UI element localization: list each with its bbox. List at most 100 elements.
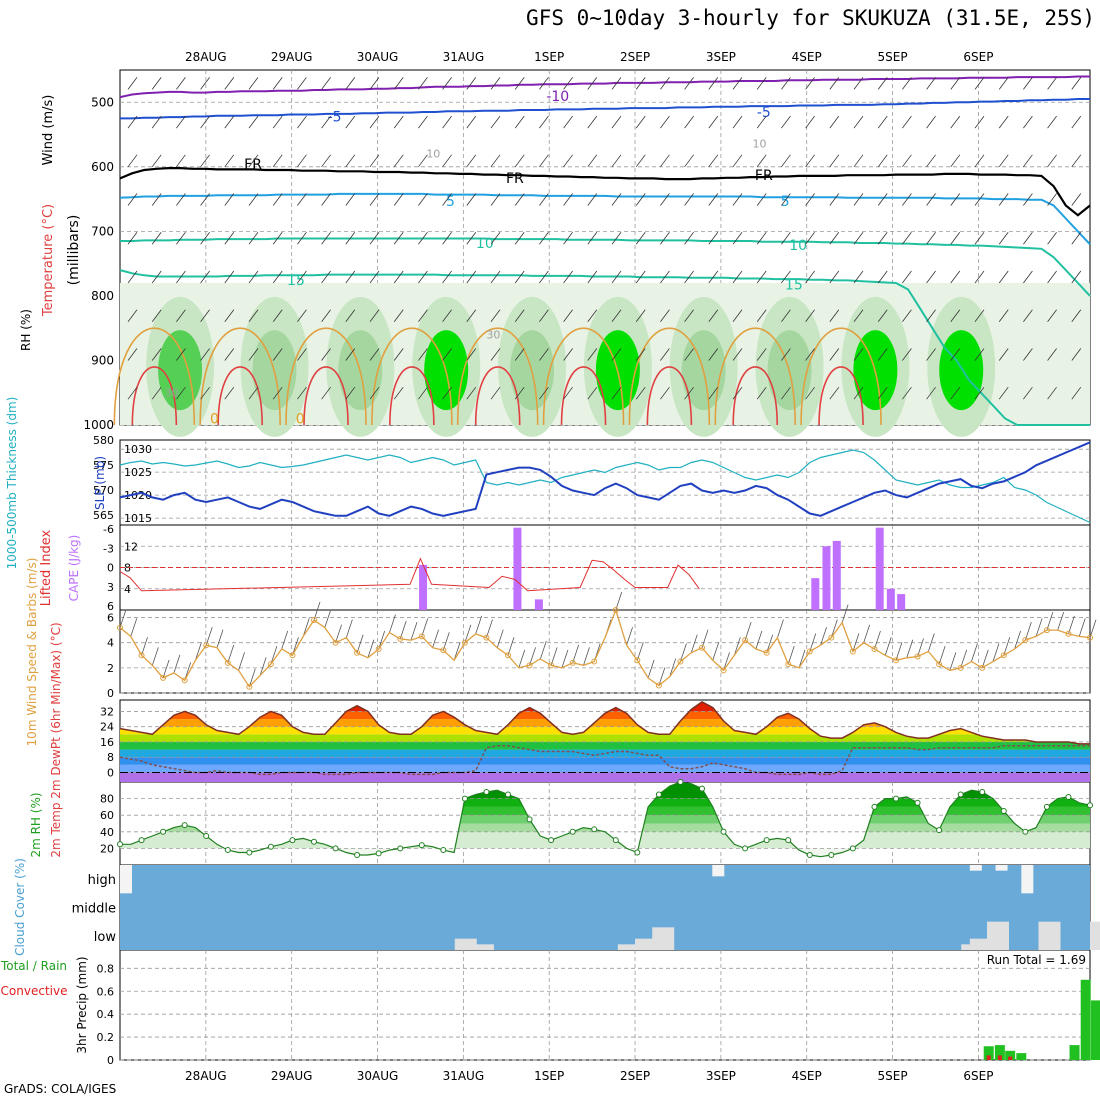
wind-barb <box>587 193 598 206</box>
wind-barb-10m <box>335 624 342 643</box>
wind-barb-10m <box>453 642 461 661</box>
wind-barb-10m <box>1089 619 1097 638</box>
wind-barb <box>248 386 259 400</box>
wind-barb-10m <box>755 630 763 650</box>
wind-barb <box>176 270 186 284</box>
contour-label-3: FR <box>244 157 262 173</box>
y-tick-thickness-570: 570 <box>93 484 114 497</box>
wind-point-12 <box>246 683 253 690</box>
rh-point-36 <box>505 791 511 798</box>
wind-barb <box>224 77 235 90</box>
wind-barb <box>466 232 477 245</box>
wind-barb <box>1047 77 1057 90</box>
wind-barb <box>732 232 743 245</box>
ylabel-profile-wind: Wind (m/s) <box>41 95 56 166</box>
y-tick-slp-1025: 1025 <box>124 466 152 479</box>
wind-barb <box>829 193 840 206</box>
wind-barb-10m <box>162 659 170 679</box>
wind-barb <box>369 348 380 361</box>
contour-label-12: 0 <box>210 412 219 428</box>
wind-barb <box>248 270 259 284</box>
wind-barb <box>563 232 573 245</box>
wind-point-52 <box>677 658 684 665</box>
wind-barb <box>369 232 380 245</box>
wind-barb <box>345 77 356 90</box>
wind-barb <box>926 77 936 90</box>
date-label-bottom-31AUG: 31AUG <box>443 1069 485 1083</box>
wind-point-6 <box>181 677 188 684</box>
wind-barb <box>224 270 235 284</box>
wind-barb <box>1023 270 1033 284</box>
wind-point-32 <box>461 639 468 646</box>
wind-barb <box>611 309 622 322</box>
rh-point-4 <box>160 828 167 835</box>
rh-point-68 <box>849 845 856 852</box>
wind-barb <box>926 309 936 322</box>
wind-barb-10m <box>733 637 741 656</box>
y-tick-thickness-575: 575 <box>93 459 114 472</box>
wind-barb <box>151 232 162 245</box>
wind-barb <box>974 77 985 90</box>
wind-point-72 <box>893 657 899 664</box>
wind-barb <box>1071 115 1082 129</box>
wind-barb-10m <box>486 619 493 638</box>
temp-loop-orange-0 <box>113 327 196 426</box>
wind-barb <box>829 348 840 361</box>
wind-barb <box>635 309 646 322</box>
cloud-low-0 <box>454 938 477 950</box>
date-label-top-3SEP: 3SEP <box>706 50 736 64</box>
cloud-base <box>120 865 1090 950</box>
wind-barb <box>514 77 525 90</box>
wind-barb-10m <box>723 652 730 671</box>
cloud-level-middle: middle <box>72 902 116 917</box>
rh-point-64 <box>806 852 813 859</box>
wind-barb <box>1047 232 1057 245</box>
wind-barb <box>732 115 743 129</box>
wind-barb <box>369 115 380 129</box>
temp-loop-orange-2 <box>285 327 367 426</box>
y-tick-profile-500: 500 <box>91 95 114 109</box>
y-tick-wind-4: 4 <box>107 637 114 650</box>
wind-barb-10m <box>464 624 472 643</box>
rh-point-14 <box>267 843 274 850</box>
rh-point-6 <box>181 822 188 829</box>
rh-band-6 <box>120 782 1090 799</box>
wind-barb <box>829 270 840 284</box>
wind-barb <box>1071 232 1082 245</box>
wind-point-38 <box>526 662 533 669</box>
wind-barb-10m <box>345 619 353 638</box>
wind-barb <box>611 115 622 129</box>
wind-barb-10m <box>238 652 245 671</box>
wind-barb <box>974 270 985 284</box>
wind-barb-10m <box>270 645 278 665</box>
wind-point-46 <box>612 607 619 613</box>
wind-barb-10m <box>830 619 838 638</box>
wind-barb <box>490 309 501 322</box>
wind-barb <box>1023 154 1033 168</box>
wind-barb-10m <box>906 639 914 658</box>
wind-barb <box>587 386 598 400</box>
wind-barb-10m <box>205 627 213 646</box>
y-tick-thickness-565: 565 <box>93 509 114 522</box>
ylabel-cape: CAPE (J/kg) <box>67 535 81 602</box>
cape-bar-3 <box>811 578 820 610</box>
temp-band-0 <box>120 772 1090 782</box>
wind-barb-10m <box>787 645 795 665</box>
wind-barb <box>902 77 912 90</box>
wind-barb <box>974 115 985 129</box>
wind-barb-10m <box>1068 615 1075 635</box>
wind-barb <box>151 270 162 284</box>
temp-band-8 <box>120 711 1090 720</box>
y-tick-li-4: 6 <box>107 600 114 613</box>
wind-barb-10m <box>636 642 644 661</box>
wind-barb <box>1023 348 1033 361</box>
cape-bar-7 <box>886 588 895 610</box>
wind-barb <box>877 348 888 361</box>
wind-barb-10m <box>615 591 623 611</box>
wind-barb <box>781 193 791 206</box>
lifted-index-line <box>119 557 700 592</box>
wind-barb-10m <box>529 647 536 666</box>
rh-point-88 <box>1065 793 1072 800</box>
wind-barb <box>272 77 283 90</box>
wind-barb <box>684 232 694 245</box>
